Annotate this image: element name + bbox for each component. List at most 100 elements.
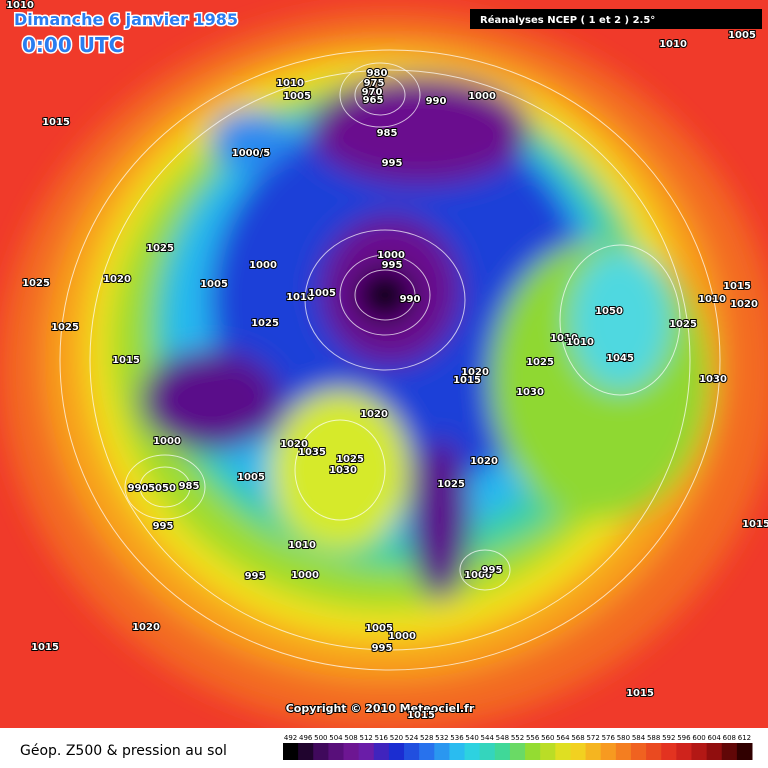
- scale-swatch: [646, 743, 662, 760]
- isobar-label: 1005: [308, 288, 336, 299]
- isobar-label: 990: [128, 483, 149, 494]
- isobar-label: 1020: [132, 622, 160, 633]
- scale-label: 544: [481, 734, 495, 742]
- isobar-label: 990: [426, 96, 447, 107]
- scale-swatch: [358, 743, 375, 760]
- scale-label: 604: [707, 734, 721, 742]
- scale-label: 548: [496, 734, 509, 742]
- isobar-label: 1000: [291, 570, 319, 581]
- isobar-label: 1005: [237, 472, 265, 483]
- isobar-label: 1020: [280, 439, 308, 450]
- scale-swatch: [328, 743, 345, 760]
- scale-swatch: [509, 743, 526, 760]
- isobar-label: 1020: [470, 456, 498, 467]
- isobar-label: 1020: [730, 299, 758, 310]
- scale-swatch: [600, 743, 617, 760]
- scale-swatch: [585, 743, 602, 760]
- scale-label: 588: [647, 734, 660, 742]
- scale-label: 520: [390, 734, 403, 742]
- isobar-label: 970: [362, 87, 383, 98]
- scale-label: 552: [511, 734, 524, 742]
- scale-label: 608: [723, 734, 736, 742]
- scale-swatch: [525, 743, 541, 760]
- scale-label: 564: [556, 734, 570, 742]
- scale-swatch: [343, 743, 360, 760]
- isobar-label: 1030: [329, 465, 357, 476]
- scale-swatch: [283, 743, 299, 760]
- scale-label: 596: [677, 734, 691, 742]
- isobar-label: 1005: [283, 91, 311, 102]
- source-box: [470, 9, 762, 29]
- isobar-label: 1020: [360, 409, 388, 420]
- isobar-label: 1030: [699, 374, 727, 385]
- scale-swatch: [298, 743, 314, 760]
- isobar-label: 995: [245, 571, 266, 582]
- isobar-label: 1025: [51, 322, 79, 333]
- isobar-label: 965: [363, 95, 384, 106]
- isobar-label: 985: [377, 128, 398, 139]
- isobar-label: 1050: [595, 306, 623, 317]
- scale-swatch: [540, 743, 556, 760]
- isobar-label: 1025: [526, 357, 554, 368]
- source: Réanalyses NCEP ( 1 et 2 ) 2.5°: [480, 14, 655, 26]
- scale-label: 540: [465, 734, 478, 742]
- isobar-label: 1015: [112, 355, 140, 366]
- scale-swatch: [691, 743, 708, 760]
- scale-label: 528: [420, 734, 433, 742]
- scale-label: 492: [284, 734, 297, 742]
- scale-swatch: [630, 743, 647, 760]
- scale-swatch: [479, 743, 496, 760]
- scale-label: 496: [299, 734, 313, 742]
- scale-label: 512: [360, 734, 373, 742]
- scale-swatch: [449, 743, 466, 760]
- isobar-label: 990: [400, 294, 421, 305]
- isobar-label: 1025: [146, 243, 174, 254]
- isobar-label: 1010: [288, 540, 316, 551]
- date: Dimanche 6 janvier 1985: [14, 10, 238, 29]
- isobar-label: 1025: [336, 454, 364, 465]
- isobar-label: 1030: [516, 387, 544, 398]
- isobar-label: 1005: [365, 623, 393, 634]
- isobar-label: 995: [382, 158, 403, 169]
- scale-swatch: [373, 743, 390, 760]
- isobar-label: 1010: [698, 294, 726, 305]
- time: 0:00 UTC: [22, 33, 123, 57]
- scale-label: 560: [541, 734, 554, 742]
- scale-label: 500: [314, 734, 327, 742]
- isobar-label: 1015: [31, 642, 59, 653]
- scale-label: 584: [632, 734, 646, 742]
- scale-swatch: [313, 743, 329, 760]
- scale-label: 580: [617, 734, 630, 742]
- scale-swatch: [721, 743, 738, 760]
- scale-swatch: [570, 743, 587, 760]
- isobar-label: 995: [372, 643, 393, 654]
- isobar-label: 980: [367, 68, 388, 79]
- isobar-label: 975: [364, 78, 385, 89]
- footer-title: Géop. Z500 & pression au sol: [20, 743, 227, 759]
- scale-label: 508: [344, 734, 357, 742]
- isobar-label: 1025: [669, 319, 697, 330]
- isobar-label: 1035: [298, 447, 326, 458]
- scale-swatch: [661, 743, 677, 760]
- color-scale: 492 496 500 504 508 512 516 520 524 528 532 536 540 5…: [283, 734, 753, 760]
- isobar-label: 1005: [200, 279, 228, 290]
- isobar-label: 1025: [437, 479, 465, 490]
- isobar-label: 1010: [659, 39, 687, 50]
- scale-swatch: [464, 743, 481, 760]
- isobar-label: 995: [482, 565, 503, 576]
- scale-swatch: [676, 743, 692, 760]
- isobar-label: 1000: [377, 250, 405, 261]
- isobar-label: 1010: [286, 292, 314, 303]
- isobar-label: 1025: [22, 278, 50, 289]
- copyright: Copyright © 2010 Meteociel.fr: [286, 702, 475, 715]
- scale-label: 524: [405, 734, 419, 742]
- scale-label: 600: [692, 734, 705, 742]
- scale-label: 536: [450, 734, 464, 742]
- isobar-label: 1010: [566, 337, 594, 348]
- scale-swatch: [388, 743, 405, 760]
- scale-swatch: [736, 743, 753, 760]
- scale-label: 556: [526, 734, 540, 742]
- isobar-label: 1015: [742, 519, 768, 530]
- isobar-label: 1020: [461, 367, 489, 378]
